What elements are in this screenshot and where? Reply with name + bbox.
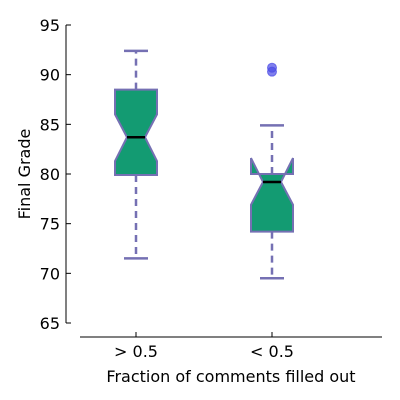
box-body	[250, 157, 294, 233]
box-under-half	[250, 62, 294, 280]
x-tick-label: < 0.5	[250, 342, 294, 361]
y-tick-label: 90	[40, 66, 60, 85]
box-over-half	[114, 49, 158, 260]
boxes-layer	[114, 49, 294, 280]
x-tick-label: > 0.5	[114, 342, 158, 361]
box-body	[114, 88, 158, 176]
y-tick-label: 85	[40, 115, 60, 134]
y-axis-label: Final Grade	[15, 129, 34, 220]
x-axis-label: Fraction of comments filled out	[106, 367, 355, 386]
y-tick-label: 95	[40, 16, 60, 35]
x-axis: > 0.5 < 0.5	[80, 332, 382, 361]
y-tick-label: 80	[40, 165, 60, 184]
y-axis: 65 70 75 80 85 90 95	[40, 16, 71, 333]
y-tick-label: 70	[40, 264, 60, 283]
y-tick-label: 65	[40, 314, 60, 333]
y-tick-label: 75	[40, 215, 60, 234]
outlier-point	[267, 62, 277, 73]
